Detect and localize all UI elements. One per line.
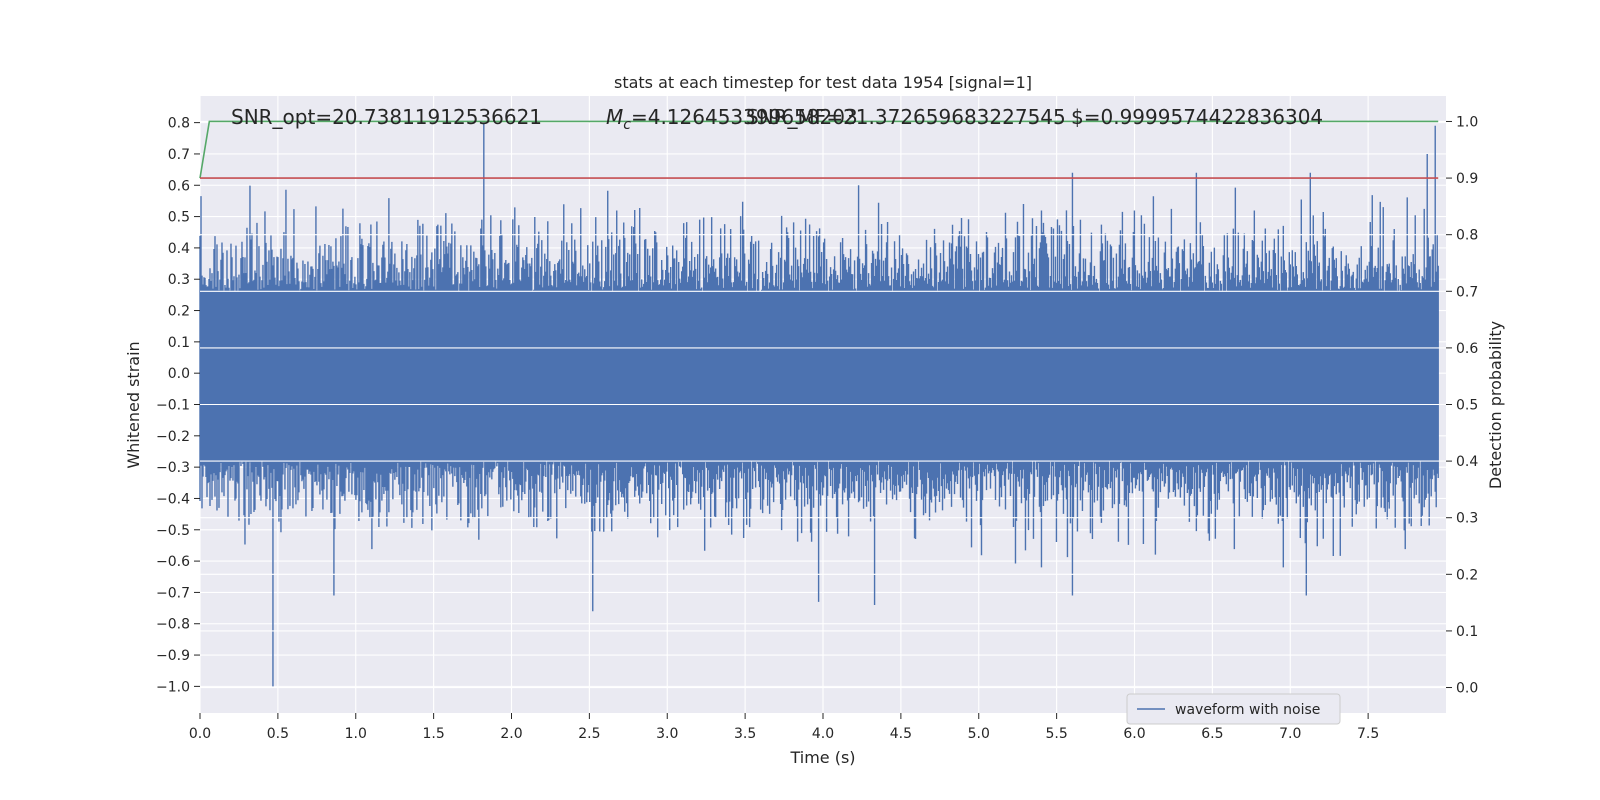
x-tick-label: 2.0: [500, 726, 522, 742]
y-right-axis-ticks: 1.0 0.9 0.8 0.7 0.6 0.5 0.4 0.3 0.2 0.1 0.0: [1446, 114, 1478, 697]
y-left-tick-label: 0.7: [168, 147, 190, 163]
y-right-tick-label: 0.9: [1456, 171, 1478, 187]
annotation-snr-opt: SNR_opt=20.73811912536621: [231, 105, 542, 129]
overlay-grid: [200, 120, 1446, 689]
x-tick-label: 5.5: [1045, 726, 1067, 742]
y-left-tick-label: −0.8: [156, 617, 190, 633]
x-tick-label: 1.5: [422, 726, 444, 742]
y-right-tick-label: 0.4: [1456, 454, 1478, 470]
x-tick-label: 4.5: [890, 726, 912, 742]
chart-title: stats at each timestep for test data 195…: [614, 73, 1032, 92]
y-right-tick-label: 0.6: [1456, 341, 1478, 357]
x-tick-label: 0.0: [189, 726, 211, 742]
annotation-probability: $=0.9999574422836304: [1071, 105, 1323, 129]
y-left-tick-label: −0.7: [156, 585, 190, 601]
y-right-tick-label: 0.8: [1456, 228, 1478, 244]
y-left-tick-label: −0.3: [156, 460, 190, 476]
y-right-tick-label: 0.1: [1456, 624, 1478, 640]
y-left-axis-label: Whitened strain: [124, 341, 143, 468]
y-right-tick-label: 0.2: [1456, 567, 1478, 583]
x-tick-label: 6.0: [1123, 726, 1145, 742]
x-tick-label: 0.5: [267, 726, 289, 742]
annotation-snr-mf: SNR_MF=21.372659683227545: [746, 105, 1066, 129]
y-left-tick-label: 0.0: [168, 366, 190, 382]
y-right-tick-label: 0.7: [1456, 284, 1478, 300]
x-tick-label: 7.0: [1279, 726, 1301, 742]
x-tick-label: 5.0: [968, 726, 990, 742]
legend-box: [1126, 693, 1341, 725]
y-left-tick-label: −0.1: [156, 398, 190, 414]
y-left-tick-label: 0.1: [168, 335, 190, 351]
detection-probability-line: [199, 120, 1439, 179]
annotation-mc: Mc=4.126453399658203: [606, 105, 858, 133]
x-tick-label: 3.0: [656, 726, 678, 742]
waveform-series: [199, 122, 1439, 687]
y-left-axis-ticks: 0.8 0.7 0.6 0.5 0.4 0.3 0.2 0.1 0.0 −0.1 −0.2 −0.3 −…: [156, 116, 200, 695]
y-left-tick-label: 0.2: [168, 304, 190, 320]
x-tick-label: 1.0: [345, 726, 367, 742]
y-left-tick-label: 0.4: [168, 241, 190, 257]
y-left-tick-label: 0.3: [168, 272, 190, 288]
y-left-tick-label: −0.9: [156, 648, 190, 664]
legend-label: waveform with noise: [1175, 702, 1320, 718]
y-right-tick-label: 0.5: [1456, 398, 1478, 414]
x-axis-label: Time (s): [789, 748, 855, 767]
y-left-tick-label: 0.8: [168, 116, 190, 132]
x-tick-label: 4.0: [812, 726, 834, 742]
y-right-tick-label: 1.0: [1456, 114, 1478, 130]
x-axis-ticks: 0.0 0.5 1.0 1.5 2.0 2.5 3.0 3.5 4.0 4.5 5.0 5.5 6.0 6…: [189, 713, 1379, 742]
y-left-tick-label: −0.2: [156, 429, 190, 445]
y-left-tick-label: −0.6: [156, 554, 190, 570]
y-right-tick-label: 0.0: [1456, 681, 1478, 697]
y-left-tick-label: −1.0: [156, 679, 190, 695]
y-right-tick-label: 0.3: [1456, 511, 1478, 527]
y-left-tick-label: 0.5: [168, 210, 190, 226]
probability-series: [199, 120, 1439, 179]
x-tick-label: 6.5: [1201, 726, 1223, 742]
y-left-tick-label: −0.4: [156, 491, 190, 507]
y-left-tick-label: 0.6: [168, 178, 190, 194]
legend: waveform with noise: [1126, 693, 1341, 725]
y-left-tick-label: −0.5: [156, 523, 190, 539]
x-tick-label: 3.5: [734, 726, 756, 742]
y-right-axis-label: Detection probability: [1486, 321, 1505, 489]
x-tick-label: 7.5: [1357, 726, 1379, 742]
x-tick-label: 2.5: [578, 726, 600, 742]
